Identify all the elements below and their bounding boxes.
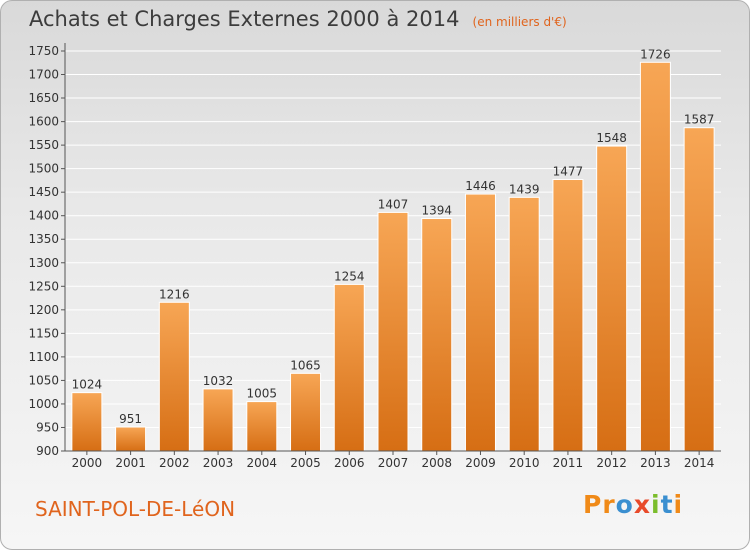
bar-2010	[508, 196, 540, 452]
bars: 1024 951 1216 1032 1005 1065 1254 1407 1394 1446 1…	[71, 47, 715, 452]
logo-letter: P	[583, 490, 603, 519]
x-tick-label: 2008	[421, 456, 452, 470]
y-tick-label: 1650	[28, 91, 59, 105]
bar-2003	[202, 388, 234, 452]
bar-2009	[464, 193, 496, 452]
title-row: Achats et Charges Externes 2000 à 2014 (…	[29, 7, 567, 31]
logo-letter: i	[651, 490, 661, 519]
y-tick-label: 1500	[28, 162, 59, 176]
y-tick-label: 1700	[28, 68, 59, 82]
x-tick-label: 2010	[509, 456, 540, 470]
bar-value-label: 1216	[159, 287, 190, 301]
bar-2004	[246, 401, 278, 452]
bar-value-label: 1032	[203, 374, 234, 388]
y-tick-label: 1750	[28, 44, 59, 58]
bar-2005	[290, 372, 322, 452]
x-tick-label: 2006	[334, 456, 365, 470]
bar-value-label: 951	[119, 412, 142, 426]
y-tick-label: 1350	[28, 232, 59, 246]
x-tick-label: 2014	[684, 456, 715, 470]
x-tick-label: 2003	[203, 456, 234, 470]
bar-2000	[71, 392, 103, 452]
bar-2001	[115, 426, 147, 452]
logo-letter: o	[615, 490, 634, 519]
logo-letter: i	[673, 490, 684, 519]
y-tick-label: 1600	[28, 115, 59, 129]
bar-2002	[158, 301, 190, 452]
x-tick-label: 2005	[290, 456, 321, 470]
chart-unit: (en milliers d'€)	[472, 15, 567, 29]
bar-value-label: 1477	[553, 164, 584, 178]
bar-2007	[377, 211, 409, 452]
bar-value-label: 1446	[465, 179, 496, 193]
bar-value-label: 1394	[421, 204, 452, 218]
bar-2011	[552, 178, 584, 452]
x-tick-label: 2002	[159, 456, 190, 470]
y-tick-label: 1050	[28, 373, 59, 387]
logo-letter: r	[602, 490, 616, 519]
y-tick-label: 1400	[28, 209, 59, 223]
y-tick-label: 900	[36, 444, 59, 458]
y-tick-label: 1300	[28, 256, 59, 270]
chart-title: Achats et Charges Externes 2000 à 2014	[29, 7, 460, 31]
bar-2006	[333, 283, 365, 452]
y-tick-label: 1250	[28, 279, 59, 293]
bar-value-label: 1439	[509, 182, 540, 196]
x-tick-label: 2009	[465, 456, 496, 470]
x-axis: 2000 2001 2002 2003 2004 2005 2006 2007 2008 2009…	[65, 450, 721, 470]
x-tick-label: 2004	[247, 456, 278, 470]
bar-value-label: 1587	[684, 113, 715, 127]
x-tick-label: 2011	[553, 456, 584, 470]
x-tick-label: 2007	[378, 456, 409, 470]
x-tick-label: 2013	[640, 456, 671, 470]
bar-2014	[683, 127, 715, 452]
bar-value-label: 1024	[72, 378, 103, 392]
bar-value-label: 1065	[290, 358, 321, 372]
y-tick-label: 1550	[28, 138, 59, 152]
y-tick-label: 1150	[28, 326, 59, 340]
bar-value-label: 1726	[640, 47, 671, 61]
bar-2013	[639, 61, 671, 452]
bar-value-label: 1254	[334, 269, 365, 283]
logo-letter: t	[660, 490, 674, 519]
y-tick-label: 1200	[28, 303, 59, 317]
y-tick-label: 1100	[28, 350, 59, 364]
x-tick-label: 2012	[596, 456, 627, 470]
y-axis: 900 950 1000 1050 1100 1150 1200 1250 1300 1350 14…	[28, 43, 66, 458]
bar-2012	[596, 145, 628, 452]
x-tick-label: 2000	[72, 456, 103, 470]
y-tick-label: 1450	[28, 185, 59, 199]
bar-2008	[421, 218, 453, 452]
y-tick-label: 1000	[28, 397, 59, 411]
bar-value-label: 1548	[596, 131, 627, 145]
proxiti-logo[interactable]: Proxiti	[583, 490, 683, 519]
x-tick-label: 2001	[115, 456, 146, 470]
logo-letter: x	[633, 490, 651, 519]
location-label: SAINT-POL-DE-LéON	[35, 497, 236, 521]
bar-value-label: 1407	[378, 197, 409, 211]
y-tick-label: 950	[36, 420, 59, 434]
bar-value-label: 1005	[247, 387, 278, 401]
